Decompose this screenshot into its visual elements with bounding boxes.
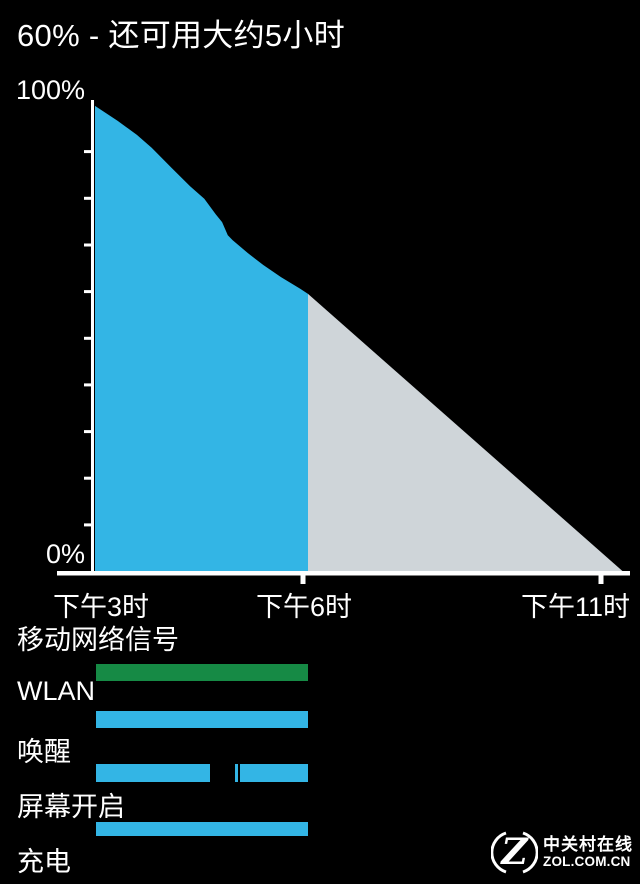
- usage-bar-track: [96, 764, 308, 782]
- usage-row-label: 充电: [17, 847, 71, 877]
- zol-logo-icon: Z: [491, 831, 538, 874]
- usage-row-label: 移动网络信号: [17, 625, 179, 655]
- y-axis-tick: [84, 476, 92, 480]
- y-axis-tick: [84, 383, 92, 387]
- page-title: 60% - 还可用大约5小时: [17, 18, 346, 53]
- usage-row-label: 唤醒: [17, 737, 71, 767]
- usage-row-label: WLAN: [17, 676, 96, 706]
- usage-bar-track: [96, 664, 308, 681]
- zol-watermark: Z 中关村在线 ZOL.COM.CN: [491, 829, 633, 876]
- usage-bar-segment: [235, 764, 238, 782]
- usage-bar-segment: [96, 664, 308, 681]
- usage-bar-track: [96, 822, 308, 836]
- y-axis-tick: [84, 243, 92, 247]
- x-axis-label-6pm: 下午6时: [255, 592, 353, 622]
- history-area: [95, 105, 308, 572]
- projection-area: [308, 293, 623, 572]
- y-axis-ticks: [84, 150, 92, 527]
- usage-bar-segment: [96, 764, 211, 782]
- usage-row-label: 屏幕开启: [17, 792, 125, 822]
- y-axis-tick: [84, 430, 92, 434]
- y-axis-tick: [84, 336, 92, 340]
- y-axis-tick: [84, 196, 92, 200]
- usage-bar-segment: [239, 764, 308, 782]
- watermark-site-name: 中关村在线: [543, 835, 633, 854]
- y-axis-tick: [84, 290, 92, 294]
- watermark-site-url: ZOL.COM.CN: [543, 854, 631, 869]
- y-axis-tick: [84, 150, 92, 154]
- y-axis-tick: [84, 523, 92, 527]
- x-axis-line: [57, 571, 630, 576]
- y-axis-line: [91, 100, 94, 575]
- svg-text:Z: Z: [499, 831, 529, 873]
- x-tick-11pm: [598, 575, 604, 584]
- x-tick-6pm: [300, 575, 306, 584]
- x-axis-label-3pm: 下午3时: [53, 592, 150, 622]
- usage-bar-segment: [96, 711, 308, 728]
- y-axis-min-label: 0%: [45, 539, 85, 569]
- usage-bar-segment: [96, 822, 308, 836]
- y-axis-max-label: 100%: [15, 75, 85, 105]
- watermark-text: 中关村在线 ZOL.COM.CN: [543, 835, 633, 870]
- x-axis-label-11pm: 下午11时: [520, 592, 630, 622]
- usage-bar-track: [96, 711, 308, 728]
